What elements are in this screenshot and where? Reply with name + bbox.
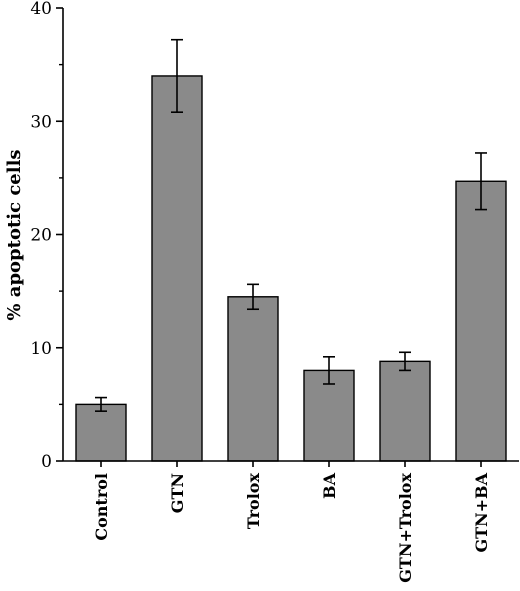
y-tick-label: 10 [30,339,52,359]
bar [455,180,507,462]
y-tick-label: 0 [41,452,52,472]
y-axis-title: % apoptotic cells [4,149,25,320]
bar [379,360,431,462]
x-tick-label: GTN+Trolox [396,473,415,583]
axes-layer [62,8,519,462]
x-tick-label: BA [320,472,339,499]
bar [227,296,279,462]
x-tick-label: GTN+BA [472,472,491,552]
bar [151,75,203,462]
ticks-layer: 0 10 20 30 40 Control GTN Trolox BA GTN+Trolox GTN… [30,0,491,583]
x-tick-label: Trolox [244,473,263,530]
bars-layer [75,38,507,462]
bar [75,403,127,462]
y-tick-label: 20 [30,226,52,246]
x-tick-label: Control [92,473,111,541]
bar [303,369,355,462]
y-tick-label: 40 [30,0,52,19]
y-tick-label: 30 [30,112,52,132]
x-tick-label: GTN [168,473,187,513]
